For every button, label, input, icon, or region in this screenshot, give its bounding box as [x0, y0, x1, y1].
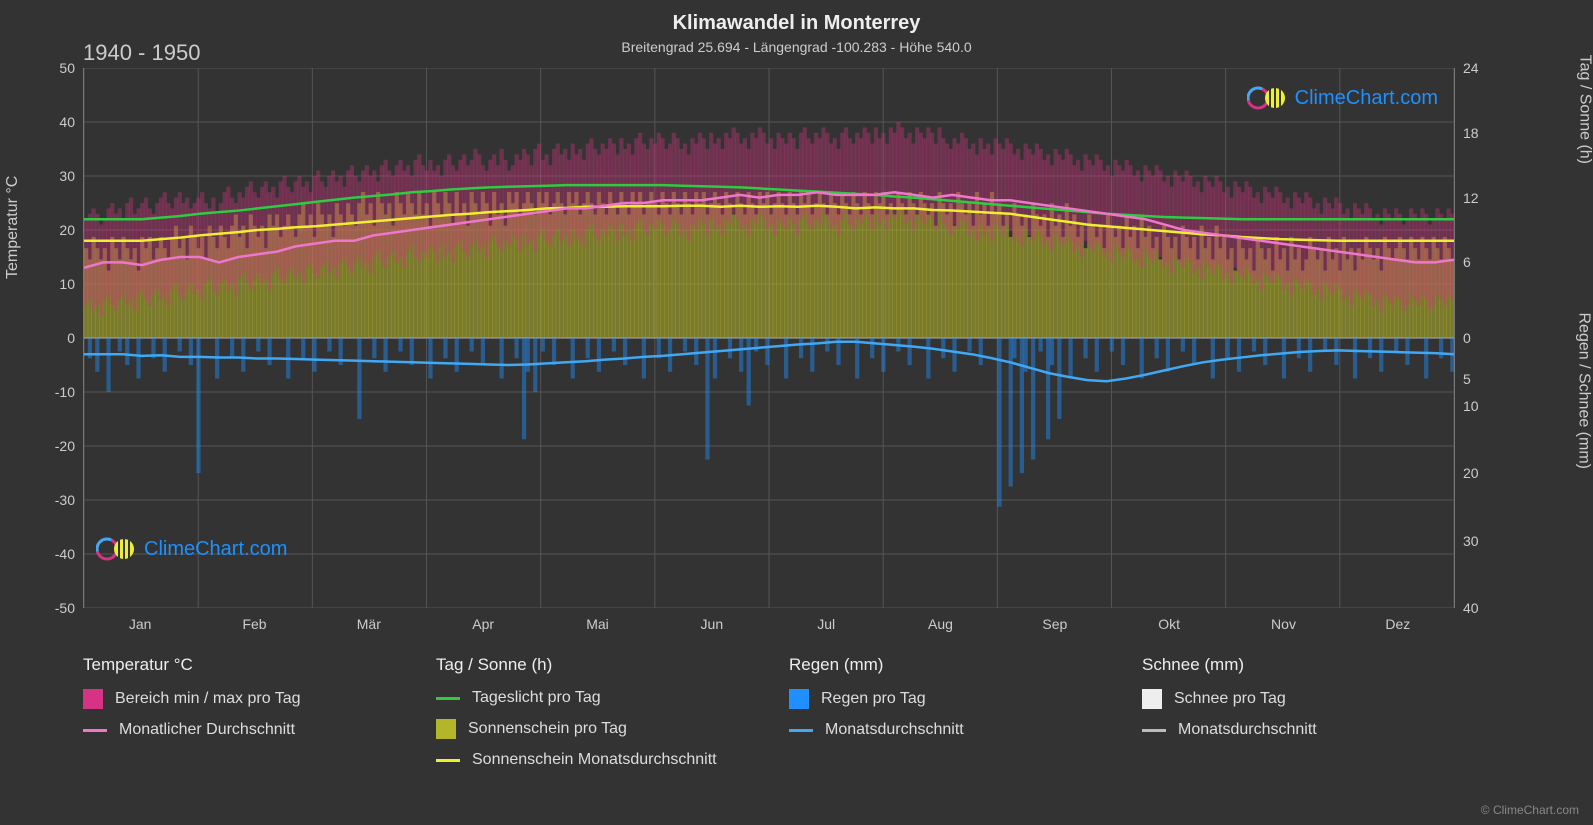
x-tick-month: Jun: [701, 616, 724, 632]
daylight-swatch: [436, 697, 460, 700]
y-tick-left: -20: [55, 438, 75, 454]
logo-icon: [1247, 84, 1289, 112]
y-tick-left: 40: [59, 114, 75, 130]
y-tick-right: 30: [1463, 533, 1479, 549]
legend-label: Bereich min / max pro Tag: [115, 690, 301, 708]
y-tick-right: 12: [1463, 190, 1479, 206]
watermark-logo-bottom: ClimeChart.com: [96, 535, 287, 563]
legend-label: Monatsdurchschnitt: [825, 721, 964, 739]
sunshine-avg-swatch: [436, 759, 460, 762]
x-tick-month: Mär: [357, 616, 381, 632]
y-tick-left: 50: [59, 60, 75, 76]
legend-heading-temp: Temperatur °C: [83, 655, 396, 675]
x-tick-month: Feb: [242, 616, 266, 632]
y-tick-right: 6: [1463, 254, 1471, 270]
y-tick-left: -30: [55, 492, 75, 508]
x-tick-month: Mai: [586, 616, 609, 632]
y-axis-right-label-bottom: Regen / Schnee (mm): [1575, 312, 1593, 469]
legend-heading-rain: Regen (mm): [789, 655, 1102, 675]
rain-avg-swatch: [789, 729, 813, 732]
snow-swatch: [1142, 689, 1162, 709]
y-tick-right: 24: [1463, 60, 1479, 76]
logo-icon: [96, 535, 138, 563]
watermark-text: ClimeChart.com: [1295, 87, 1438, 110]
legend-item-rain-avg: Monatsdurchschnitt: [789, 721, 1102, 739]
x-tick-month: Jan: [129, 616, 152, 632]
watermark-logo-top: ClimeChart.com: [1247, 84, 1438, 112]
y-axis-left-label: Temperatur °C: [4, 176, 22, 279]
legend-item-sunshine-avg: Sonnenschein Monatsdurchschnitt: [436, 751, 749, 769]
y-tick-right: 0: [1463, 330, 1471, 346]
legend-item-snow-daily: Schnee pro Tag: [1142, 689, 1455, 709]
x-tick-month: Sep: [1042, 616, 1067, 632]
legend-col-sun: Tag / Sonne (h) Tageslicht pro Tag Sonne…: [436, 655, 749, 781]
x-tick-month: Jul: [817, 616, 835, 632]
copyright: © ClimeChart.com: [1481, 803, 1579, 817]
watermark-text: ClimeChart.com: [144, 538, 287, 561]
y-tick-right: 40: [1463, 600, 1479, 616]
rain-swatch: [789, 689, 809, 709]
temp-range-swatch: [83, 689, 103, 709]
period-label: 1940 - 1950: [83, 40, 200, 66]
legend-col-rain: Regen (mm) Regen pro Tag Monatsdurchschn…: [789, 655, 1102, 781]
y-tick-left: -50: [55, 600, 75, 616]
legend-heading-snow: Schnee (mm): [1142, 655, 1455, 675]
y-tick-left: 20: [59, 222, 75, 238]
chart-subtitle: Breitengrad 25.694 - Längengrad -100.283…: [0, 35, 1593, 55]
y-tick-left: 10: [59, 276, 75, 292]
y-tick-right: 18: [1463, 125, 1479, 141]
chart-title: Klimawandel in Monterrey: [0, 0, 1593, 35]
legend-col-snow: Schnee (mm) Schnee pro Tag Monatsdurchsc…: [1142, 655, 1455, 781]
sunshine-swatch: [436, 719, 456, 739]
y-tick-right: 10: [1463, 398, 1479, 414]
y-tick-right: 20: [1463, 465, 1479, 481]
legend-item-rain-daily: Regen pro Tag: [789, 689, 1102, 709]
legend-item-temp-range: Bereich min / max pro Tag: [83, 689, 396, 709]
legend-item-sunshine: Sonnenschein pro Tag: [436, 719, 749, 739]
x-tick-month: Dez: [1385, 616, 1410, 632]
chart-plot-area: 50403020100-10-20-30-40-5024181260510203…: [83, 68, 1455, 608]
x-tick-month: Apr: [472, 616, 494, 632]
legend-heading-sun: Tag / Sonne (h): [436, 655, 749, 675]
legend-item-temp-avg: Monatlicher Durchschnitt: [83, 721, 396, 739]
x-tick-month: Okt: [1158, 616, 1180, 632]
legend-item-snow-avg: Monatsdurchschnitt: [1142, 721, 1455, 739]
x-tick-month: Aug: [928, 616, 953, 632]
legend-col-temperature: Temperatur °C Bereich min / max pro Tag …: [83, 655, 396, 781]
y-tick-left: -40: [55, 546, 75, 562]
legend-label: Sonnenschein Monatsdurchschnitt: [472, 751, 717, 769]
x-tick-month: Nov: [1271, 616, 1296, 632]
y-tick-left: -10: [55, 384, 75, 400]
legend-label: Schnee pro Tag: [1174, 690, 1286, 708]
y-tick-right: 5: [1463, 371, 1471, 387]
y-tick-left: 30: [59, 168, 75, 184]
legend-label: Sonnenschein pro Tag: [468, 720, 627, 738]
legend: Temperatur °C Bereich min / max pro Tag …: [83, 655, 1455, 781]
temp-avg-swatch: [83, 729, 107, 732]
legend-label: Tageslicht pro Tag: [472, 689, 601, 707]
legend-label: Monatlicher Durchschnitt: [119, 721, 295, 739]
legend-label: Monatsdurchschnitt: [1178, 721, 1317, 739]
y-axis-right-label-top: Tag / Sonne (h): [1575, 55, 1593, 164]
y-tick-left: 0: [67, 330, 75, 346]
chart-svg: [83, 68, 1455, 608]
legend-label: Regen pro Tag: [821, 690, 926, 708]
snow-avg-swatch: [1142, 729, 1166, 732]
legend-item-daylight: Tageslicht pro Tag: [436, 689, 749, 707]
